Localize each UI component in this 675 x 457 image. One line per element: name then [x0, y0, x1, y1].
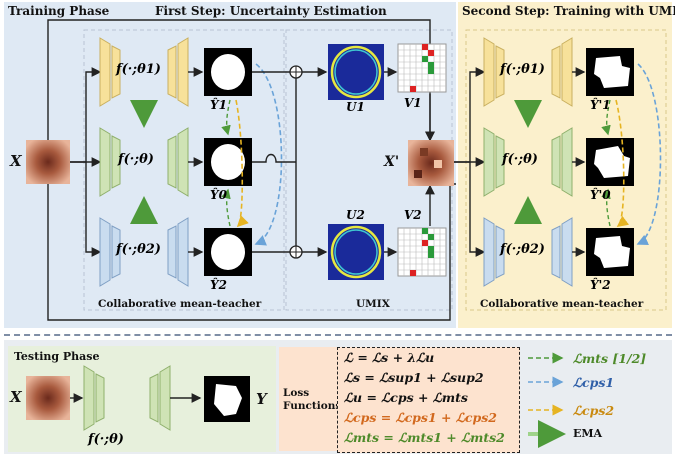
- uncertainty-map-u2: [328, 224, 384, 280]
- mask-grid-v2: [397, 227, 447, 277]
- loss-functions-label-box: Loss Functions: [279, 347, 342, 451]
- legend-mts: ℒmts [1/2]: [573, 351, 647, 366]
- loss-functions-label: Loss Functions: [283, 387, 342, 412]
- uncertainty-u1-label: U1: [346, 100, 365, 114]
- mixed-skin-image: [408, 140, 454, 186]
- loss-eq-mts: ℒmts = ℒmts1 + ℒmts2: [344, 430, 505, 445]
- umix-model-label-theta1: f(·;θ1): [500, 62, 545, 77]
- loss-eq-total: ℒ = ℒs + λℒu: [344, 350, 435, 365]
- legend-ema: EMA: [573, 427, 603, 440]
- loss-eq-supervised: ℒs = ℒsup1 + ℒsup2: [344, 370, 484, 385]
- umix-model-label-theta: f(·;θ): [502, 152, 538, 167]
- model-label-theta2: f(·;θ2): [116, 242, 161, 257]
- model-label-theta1: f(·;θ1): [116, 62, 161, 77]
- mask-v1-label: V1: [404, 96, 422, 110]
- caption-umix: UMIX: [356, 298, 390, 310]
- test-input-x-label: X: [10, 388, 22, 406]
- training-phase-title: Training Phase: [8, 4, 110, 18]
- test-output-y-label: Y: [256, 390, 267, 408]
- mask-v2-label: V2: [404, 208, 422, 222]
- loss-equations-box: ℒ = ℒs + λℒu ℒs = ℒsup1 + ℒsup2 ℒu = ℒcp…: [337, 347, 520, 453]
- loss-eq-unsupervised: ℒu = ℒcps + ℒmts: [344, 390, 468, 405]
- caption-left: Collaborative mean-teacher: [98, 298, 262, 310]
- legend-cps1: ℒcps1: [573, 375, 615, 390]
- mixed-x-label: X': [384, 154, 400, 170]
- umix-pred-y0-label: Ŷ'0: [590, 188, 611, 202]
- legend-cps2: ℒcps2: [573, 403, 615, 418]
- test-skin-image: [26, 376, 70, 420]
- umix-pred-y2-label: Ŷ'2: [590, 278, 611, 292]
- uncertainty-map-u1: [328, 44, 384, 100]
- umix-pred-y1-label: Ŷ'1: [590, 98, 611, 112]
- caption-right: Collaborative mean-teacher: [480, 298, 644, 310]
- mask-grid-v1: [397, 43, 447, 93]
- pred-y1-label: Ŷ1: [210, 98, 227, 112]
- input-skin-image: [26, 140, 70, 184]
- model-theta-block: [99, 127, 189, 197]
- testing-phase-title: Testing Phase: [14, 350, 100, 363]
- test-model-label: f(·;θ): [88, 432, 124, 447]
- step2-title: Second Step: Training with UMIX: [462, 4, 675, 18]
- umix-model-label-theta2: f(·;θ2): [500, 242, 545, 257]
- input-x-label: X: [10, 152, 22, 170]
- model-theta2-block: [99, 217, 189, 287]
- step1-title: First Step: Uncertainty Estimation: [155, 4, 387, 18]
- uncertainty-u2-label: U2: [346, 208, 365, 222]
- phase-separator: [4, 334, 672, 336]
- pred-y0-label: Ŷ0: [210, 188, 227, 202]
- pred-y2-label: Ŷ2: [210, 278, 227, 292]
- model-theta1-block: [99, 37, 189, 107]
- loss-eq-cps: ℒcps = ℒcps1 + ℒcps2: [344, 410, 497, 425]
- model-label-theta: f(·;θ): [118, 152, 154, 167]
- legend: ℒmts [1/2] ℒcps1 ℒcps2 EMA: [523, 345, 671, 451]
